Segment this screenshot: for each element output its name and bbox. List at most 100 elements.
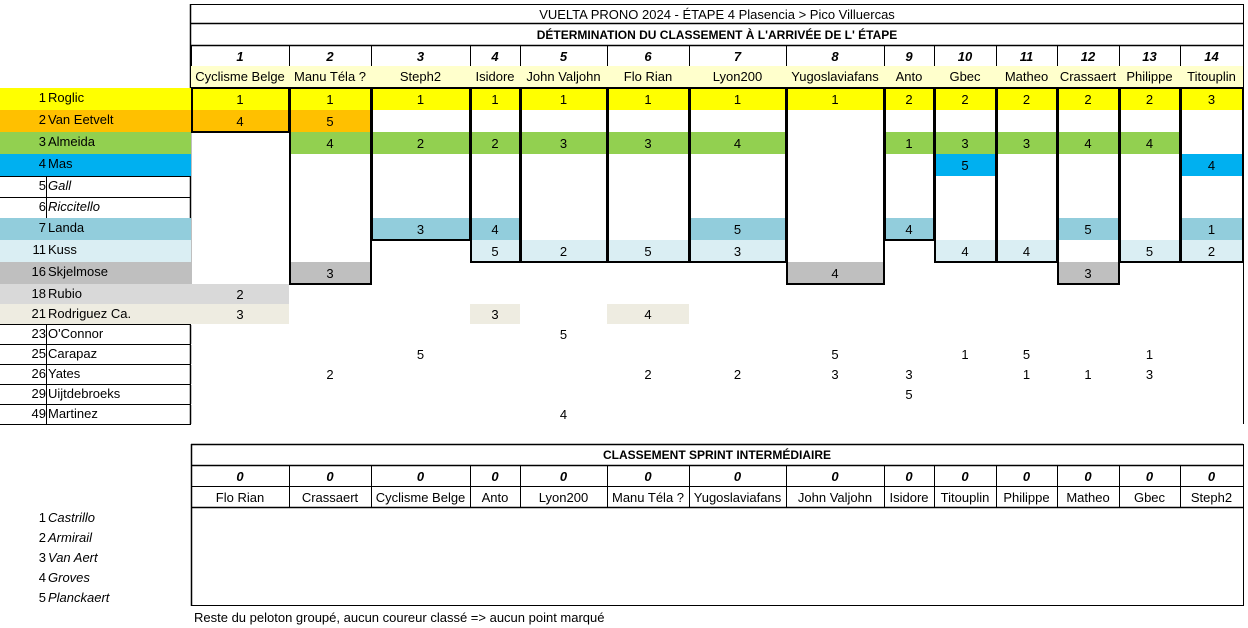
prediction-cell: 3 xyxy=(1180,88,1243,110)
player-number: 5 xyxy=(559,48,568,64)
sprint-score: 0 xyxy=(831,468,839,484)
sprint-player: Steph2 xyxy=(1190,489,1233,505)
pick-box xyxy=(520,87,608,263)
prediction-cell: 2 xyxy=(520,240,607,262)
prediction-cell: 2 xyxy=(470,132,520,154)
rider-name: O'Connor xyxy=(48,326,104,341)
pick-box xyxy=(289,87,372,285)
prediction-cell: 3 xyxy=(371,218,470,240)
sprint-score: 0 xyxy=(236,468,244,484)
sprint-player: Philippe xyxy=(1003,489,1050,505)
prediction-cell: 1 xyxy=(191,88,289,110)
prediction-cell: 1 xyxy=(1145,346,1154,362)
rider-name: Kuss xyxy=(48,242,77,257)
sprint-rider-name: Groves xyxy=(48,570,90,585)
rider-name: Mas xyxy=(48,156,73,171)
prediction-cell: 1 xyxy=(1180,218,1243,240)
prediction-cell: 4 xyxy=(470,218,520,240)
prediction-cell: 5 xyxy=(1119,240,1180,262)
prediction-cell: 1 xyxy=(371,88,470,110)
prediction-cell: 2 xyxy=(1057,88,1119,110)
rider-name: Riccitello xyxy=(48,199,101,214)
prediction-cell: 1 xyxy=(289,88,371,110)
sprint-player: John Valjohn xyxy=(797,489,873,505)
player-number: 14 xyxy=(1204,48,1219,64)
sprint-player: Crassaert xyxy=(301,489,359,505)
prediction-cell: 4 xyxy=(1057,132,1119,154)
sprint-rider-name: Castrillo xyxy=(48,510,95,525)
sprint-score: 0 xyxy=(326,468,334,484)
sprint-score: 0 xyxy=(1084,468,1092,484)
prediction-cell: 4 xyxy=(884,218,934,240)
rider-rank: 11 xyxy=(32,242,47,257)
rider-row-fill xyxy=(0,262,191,284)
prediction-cell: 4 xyxy=(559,406,568,422)
prediction-cell: 5 xyxy=(831,346,839,362)
prediction-cell: 3 xyxy=(1057,262,1119,284)
rider-rank: 7 xyxy=(38,220,46,235)
rider-row-fill xyxy=(0,88,191,110)
player-number: 11 xyxy=(1019,48,1034,64)
sprint-score: 0 xyxy=(733,468,742,484)
rider-rank: 5 xyxy=(38,178,46,193)
prediction-cell: 2 xyxy=(1180,240,1243,262)
prediction-cell: 1 xyxy=(786,88,884,110)
sprint-player: Isidore xyxy=(889,489,929,505)
page-title: VUELTA PRONO 2024 - ÉTAPE 4 Plasencia > … xyxy=(539,6,895,22)
prediction-cell: 1 xyxy=(470,88,520,110)
prediction-cell: 3 xyxy=(1145,366,1154,382)
sprint-rider-name: Planckaert xyxy=(48,590,110,605)
prediction-cell: 3 xyxy=(191,304,289,324)
rider-rank: 29 xyxy=(31,386,46,401)
pick-box xyxy=(1119,87,1181,263)
pick-box xyxy=(786,87,885,285)
sprint-player: Lyon200 xyxy=(538,489,589,505)
rider-name: Martinez xyxy=(48,406,98,421)
rider-name: Yates xyxy=(48,366,81,381)
pick-box xyxy=(1057,87,1120,285)
sprint-score: 0 xyxy=(416,468,425,484)
player-name: Crassaert xyxy=(1057,66,1119,87)
footer-note: Reste du peloton groupé, aucun coureur c… xyxy=(194,610,605,625)
sprint-player: Manu Téla ? xyxy=(611,489,685,505)
sprint-score: 0 xyxy=(644,468,652,484)
rider-rank: 49 xyxy=(31,406,46,421)
prediction-cell: 5 xyxy=(289,110,371,132)
sprint-rider-rank: 5 xyxy=(38,590,46,605)
prediction-cell: 3 xyxy=(520,132,607,154)
player-number: 6 xyxy=(644,48,652,64)
sprint-player: Anto xyxy=(481,489,509,505)
sprint-score: 0 xyxy=(1145,468,1154,484)
prediction-cell: 5 xyxy=(1022,346,1031,362)
prediction-cell: 3 xyxy=(470,304,520,324)
rider-name: Roglic xyxy=(48,90,85,105)
prediction-cell: 2 xyxy=(191,284,289,304)
rider-rank: 4 xyxy=(38,156,46,171)
prediction-cell: 4 xyxy=(689,132,786,154)
player-number: 2 xyxy=(326,48,334,64)
sprint-player: Matheo xyxy=(1066,489,1110,505)
player-name: Isidore xyxy=(470,66,520,87)
sprint-score: 0 xyxy=(961,468,969,484)
prediction-cell: 2 xyxy=(1119,88,1180,110)
sprint-score: 0 xyxy=(491,468,499,484)
prediction-cell: 1 xyxy=(1022,366,1031,382)
rider-name: Rubio xyxy=(48,286,82,301)
sprint-player: Yugoslaviafans xyxy=(693,489,782,505)
prediction-cell: 4 xyxy=(1119,132,1180,154)
pick-box xyxy=(689,87,787,263)
player-name: Yugoslaviafans xyxy=(786,66,884,87)
prediction-cell: 3 xyxy=(689,240,786,262)
prediction-cell: 3 xyxy=(996,132,1057,154)
pick-box xyxy=(934,87,997,263)
prediction-cell: 4 xyxy=(191,110,289,132)
rider-row-fill xyxy=(0,110,191,132)
prediction-cell: 1 xyxy=(884,132,934,154)
prediction-cell: 2 xyxy=(733,366,742,382)
player-name: Anto xyxy=(884,66,934,87)
pick-box xyxy=(884,87,935,241)
sprint-player: Gbec xyxy=(1133,489,1166,505)
rider-name: Van Eetvelt xyxy=(48,112,114,127)
pick-box xyxy=(371,87,471,241)
player-name: Flo Rian xyxy=(607,66,689,87)
